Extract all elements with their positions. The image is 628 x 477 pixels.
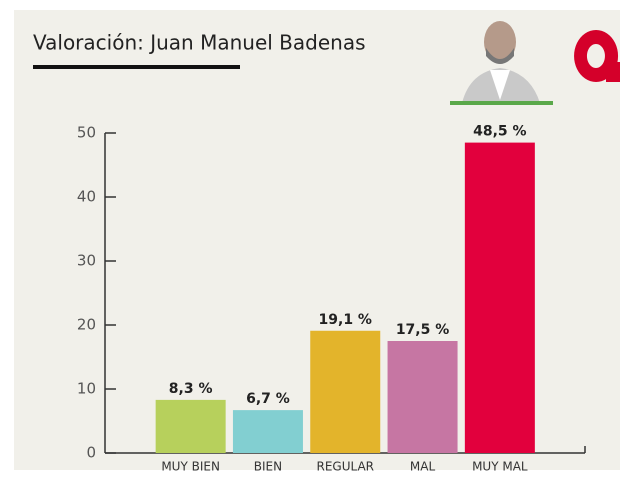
value-label: 6,7 % [246,391,290,407]
value-label: 19,1 % [319,312,372,328]
y-tick-label: 40 [77,188,96,206]
title-underline [33,65,240,69]
y-tick-label: 10 [77,380,96,398]
portrait [450,21,553,105]
value-label: 8,3 % [169,381,213,397]
logo [574,30,620,82]
bar [155,399,226,453]
chart-title: Valoración: Juan Manuel Badenas [33,31,366,55]
bar [232,410,303,453]
bar [310,330,381,453]
value-label: 48,5 % [473,124,526,140]
x-tick-label: MAL [410,460,436,474]
x-tick-label: MUY BIEN [161,460,220,474]
y-tick-label: 50 [77,124,96,142]
y-tick-label: 0 [86,444,96,462]
x-tick-label: BIEN [254,460,282,474]
bar [387,341,458,453]
y-tick-label: 20 [77,316,96,334]
value-label: 17,5 % [396,322,449,338]
y-tick-label: 30 [77,252,96,270]
bar [464,142,535,453]
x-tick-label: MUY MAL [472,460,528,474]
x-tick-label: REGULAR [316,460,374,474]
